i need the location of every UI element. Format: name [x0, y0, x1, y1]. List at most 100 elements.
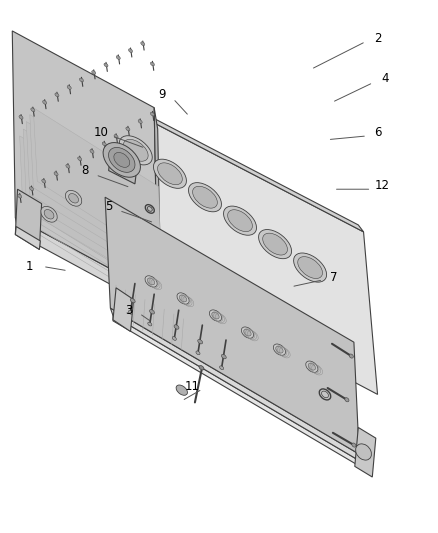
Ellipse shape	[141, 42, 145, 46]
Ellipse shape	[41, 206, 57, 222]
Ellipse shape	[18, 194, 22, 198]
Ellipse shape	[44, 209, 54, 219]
Ellipse shape	[219, 366, 224, 370]
Ellipse shape	[177, 293, 189, 304]
Ellipse shape	[356, 444, 371, 460]
Ellipse shape	[149, 291, 156, 297]
Polygon shape	[26, 122, 159, 273]
Text: 8: 8	[82, 164, 89, 177]
Ellipse shape	[126, 127, 130, 131]
Ellipse shape	[241, 327, 254, 338]
Ellipse shape	[79, 78, 84, 82]
Text: 9: 9	[158, 88, 166, 101]
Ellipse shape	[227, 308, 233, 313]
Ellipse shape	[349, 354, 353, 358]
Ellipse shape	[172, 336, 177, 341]
Text: 10: 10	[93, 126, 108, 139]
Ellipse shape	[65, 190, 82, 206]
Polygon shape	[113, 316, 363, 468]
Ellipse shape	[104, 63, 108, 67]
Ellipse shape	[263, 360, 270, 367]
Ellipse shape	[308, 364, 315, 370]
Ellipse shape	[261, 328, 266, 333]
Polygon shape	[113, 288, 134, 332]
Ellipse shape	[69, 193, 78, 203]
Ellipse shape	[103, 143, 141, 177]
Ellipse shape	[149, 310, 155, 314]
Ellipse shape	[54, 172, 58, 176]
Ellipse shape	[148, 322, 152, 326]
Ellipse shape	[321, 391, 328, 398]
Ellipse shape	[103, 233, 109, 238]
Ellipse shape	[124, 139, 148, 161]
Ellipse shape	[19, 115, 23, 119]
Ellipse shape	[298, 256, 322, 279]
Polygon shape	[30, 115, 160, 266]
Text: 7: 7	[330, 271, 338, 284]
Polygon shape	[110, 308, 363, 463]
Ellipse shape	[244, 329, 251, 336]
Ellipse shape	[352, 443, 356, 447]
Ellipse shape	[145, 276, 157, 287]
Ellipse shape	[273, 344, 286, 356]
Ellipse shape	[31, 108, 35, 112]
Ellipse shape	[150, 112, 155, 116]
Polygon shape	[15, 189, 42, 249]
Ellipse shape	[42, 100, 47, 104]
Ellipse shape	[160, 268, 166, 273]
Ellipse shape	[148, 278, 155, 285]
Polygon shape	[109, 157, 137, 184]
Ellipse shape	[276, 346, 283, 353]
Ellipse shape	[111, 268, 118, 274]
Ellipse shape	[196, 351, 200, 355]
Ellipse shape	[114, 152, 130, 167]
Ellipse shape	[92, 70, 96, 75]
Ellipse shape	[199, 366, 204, 370]
Ellipse shape	[147, 207, 152, 211]
Ellipse shape	[102, 142, 106, 146]
Text: 5: 5	[105, 200, 112, 213]
Text: 1: 1	[26, 260, 34, 273]
Polygon shape	[145, 304, 162, 320]
Ellipse shape	[66, 164, 70, 168]
Ellipse shape	[328, 368, 333, 373]
Ellipse shape	[187, 314, 194, 320]
Polygon shape	[105, 197, 359, 454]
Ellipse shape	[127, 248, 132, 253]
Ellipse shape	[119, 136, 152, 165]
Polygon shape	[15, 217, 161, 312]
Ellipse shape	[174, 325, 179, 329]
Polygon shape	[67, 77, 90, 243]
Polygon shape	[23, 129, 157, 280]
Ellipse shape	[345, 398, 349, 402]
Ellipse shape	[221, 354, 226, 359]
Ellipse shape	[225, 337, 232, 343]
Ellipse shape	[128, 49, 133, 53]
Ellipse shape	[223, 206, 257, 235]
Ellipse shape	[130, 298, 135, 303]
Ellipse shape	[78, 157, 82, 161]
Text: 11: 11	[184, 381, 199, 393]
Polygon shape	[20, 136, 155, 287]
Ellipse shape	[67, 85, 71, 90]
Polygon shape	[355, 427, 376, 477]
Polygon shape	[15, 227, 40, 249]
Polygon shape	[12, 31, 158, 294]
Polygon shape	[154, 108, 161, 312]
Ellipse shape	[116, 55, 120, 60]
Ellipse shape	[209, 310, 222, 321]
Text: 12: 12	[374, 179, 389, 192]
Ellipse shape	[306, 361, 318, 373]
Polygon shape	[68, 74, 364, 232]
Ellipse shape	[150, 62, 155, 66]
Ellipse shape	[228, 209, 252, 232]
Ellipse shape	[263, 233, 287, 255]
Ellipse shape	[198, 340, 203, 344]
Ellipse shape	[176, 385, 187, 395]
Text: 6: 6	[374, 126, 381, 139]
Ellipse shape	[158, 163, 182, 185]
Ellipse shape	[293, 253, 327, 282]
Ellipse shape	[114, 134, 118, 139]
Ellipse shape	[180, 295, 187, 302]
Ellipse shape	[188, 183, 222, 212]
